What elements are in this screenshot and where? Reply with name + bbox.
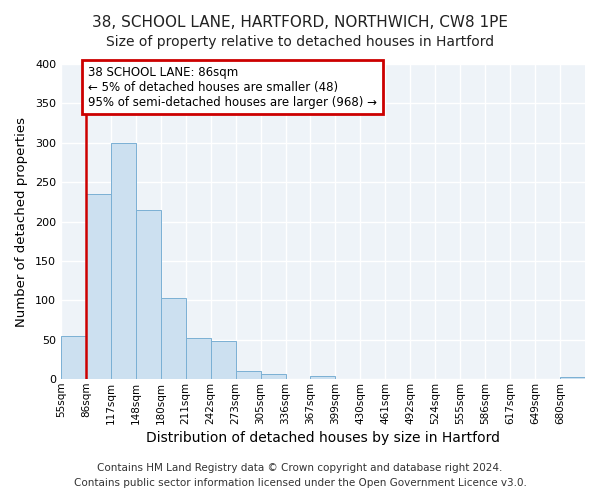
Bar xyxy=(260,374,286,379)
Bar xyxy=(161,298,186,379)
Bar xyxy=(61,336,86,379)
Bar xyxy=(310,376,335,379)
Bar xyxy=(136,210,161,379)
Bar xyxy=(186,338,211,379)
Text: 38 SCHOOL LANE: 86sqm
← 5% of detached houses are smaller (48)
95% of semi-detac: 38 SCHOOL LANE: 86sqm ← 5% of detached h… xyxy=(88,66,377,108)
Bar xyxy=(236,372,260,379)
Y-axis label: Number of detached properties: Number of detached properties xyxy=(15,116,28,326)
Bar xyxy=(560,377,585,379)
Bar xyxy=(211,340,236,379)
Text: Contains HM Land Registry data © Crown copyright and database right 2024.
Contai: Contains HM Land Registry data © Crown c… xyxy=(74,462,526,487)
Text: Size of property relative to detached houses in Hartford: Size of property relative to detached ho… xyxy=(106,35,494,49)
Bar xyxy=(86,194,111,379)
Text: 38, SCHOOL LANE, HARTFORD, NORTHWICH, CW8 1PE: 38, SCHOOL LANE, HARTFORD, NORTHWICH, CW… xyxy=(92,15,508,30)
X-axis label: Distribution of detached houses by size in Hartford: Distribution of detached houses by size … xyxy=(146,431,500,445)
Bar xyxy=(111,143,136,379)
